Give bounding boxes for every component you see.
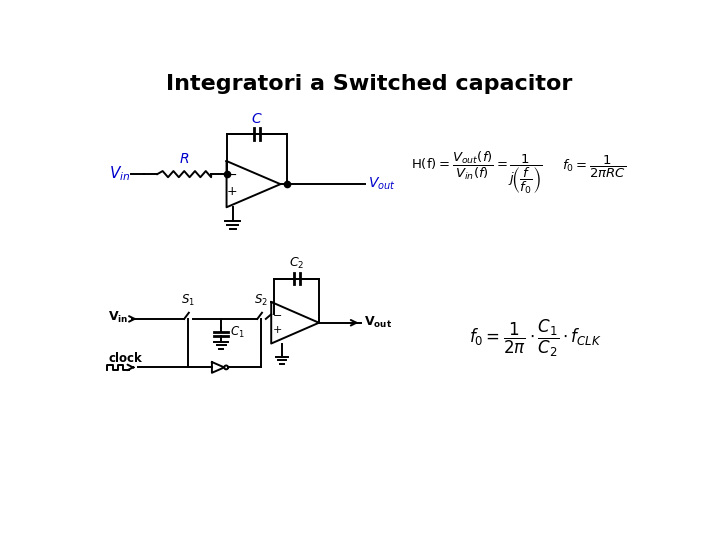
Text: $C$: $C$ — [251, 112, 262, 126]
Text: $V_{in}$: $V_{in}$ — [109, 165, 130, 184]
Text: $C_2$: $C_2$ — [289, 256, 305, 271]
Text: $S_2$: $S_2$ — [254, 293, 268, 308]
Text: $+$: $+$ — [226, 185, 238, 198]
Text: Integratori a Switched capacitor: Integratori a Switched capacitor — [166, 74, 572, 94]
Text: $\mathrm{H(f)=}\dfrac{V_{out}(f)}{V_{in}(f)}=\dfrac{1}{j\!\left(\dfrac{f}{f_0}\r: $\mathrm{H(f)=}\dfrac{V_{out}(f)}{V_{in}… — [411, 150, 543, 196]
Text: $C_1$: $C_1$ — [230, 325, 245, 340]
Text: $R$: $R$ — [179, 152, 189, 166]
Text: $\mathbf{V_{in}}$: $\mathbf{V_{in}}$ — [109, 310, 129, 325]
Text: $+$: $+$ — [271, 324, 282, 335]
Text: $f_0=\dfrac{1}{2\pi}\cdot\dfrac{C_1}{C_2}\cdot f_{CLK}$: $f_0=\dfrac{1}{2\pi}\cdot\dfrac{C_1}{C_2… — [469, 318, 602, 359]
Text: clock: clock — [109, 353, 143, 366]
Text: $\mathbf{V_{out}}$: $\mathbf{V_{out}}$ — [364, 315, 392, 330]
Text: $f_0=\dfrac{1}{2\pi RC}$: $f_0=\dfrac{1}{2\pi RC}$ — [562, 153, 626, 179]
Text: $-$: $-$ — [271, 309, 282, 319]
Text: $-$: $-$ — [226, 167, 238, 181]
Text: $S_1$: $S_1$ — [181, 293, 195, 308]
Text: $V_{out}$: $V_{out}$ — [368, 176, 396, 192]
